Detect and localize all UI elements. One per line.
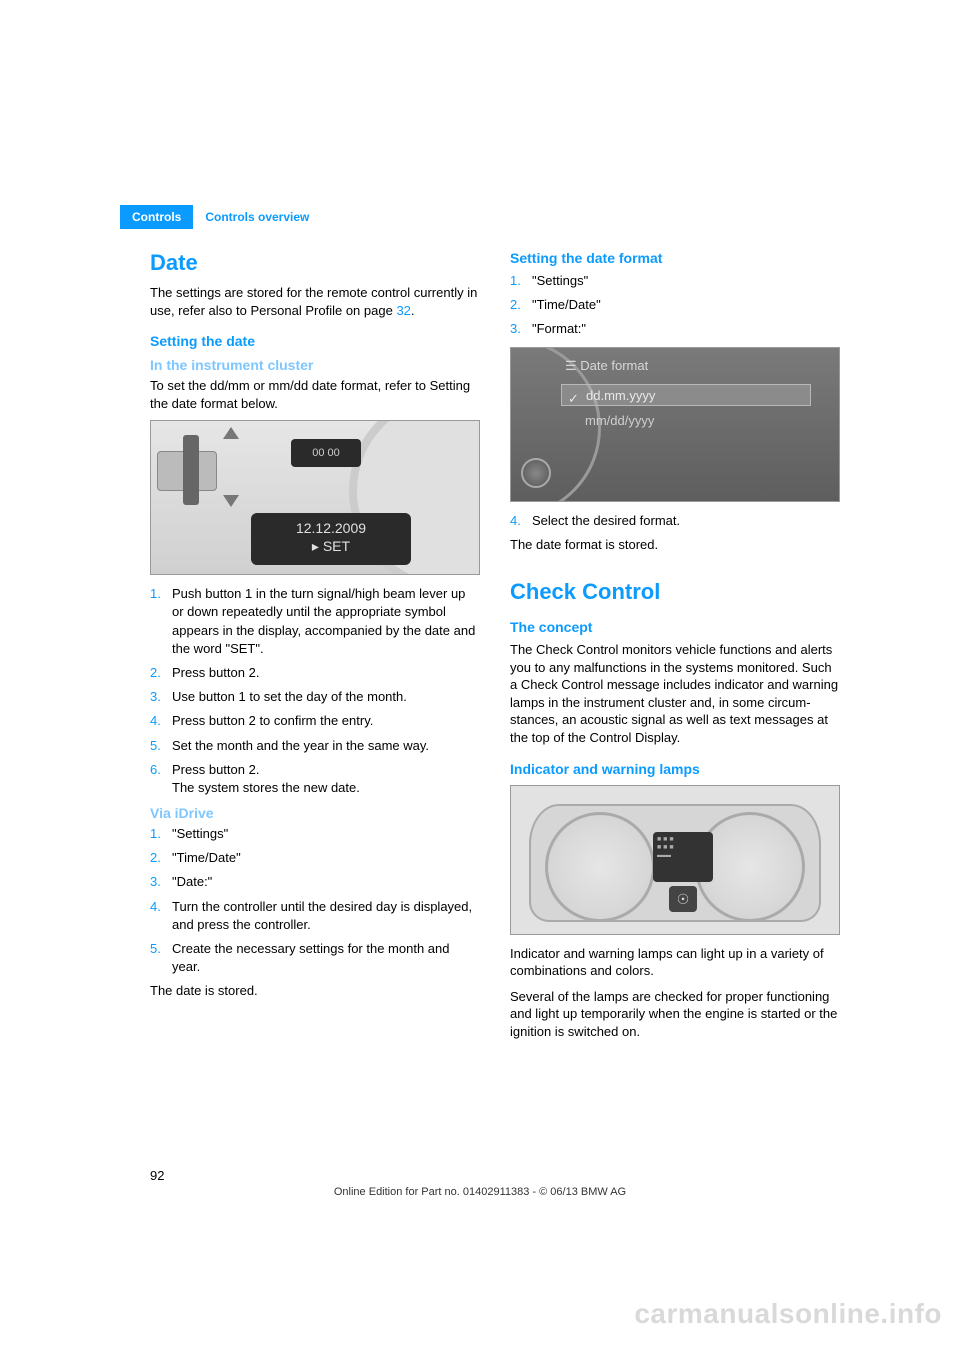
step-text: Use button 1 to set the day of the month…	[172, 688, 480, 706]
header-tab-inactive: Controls overview	[193, 205, 321, 229]
page-ref-32[interactable]: 32	[396, 303, 410, 318]
steps-idrive: 1."Settings" 2."Time/Date" 3."Date:" 4.T…	[150, 825, 480, 976]
heading-instrument-cluster: In the instrument cluster	[150, 357, 480, 373]
step-num: 1.	[150, 825, 172, 843]
step-num: 1.	[150, 585, 172, 658]
step-text: Press button 2. The system stores the ne…	[172, 761, 480, 797]
watermark: carmanualsonline.info	[634, 1298, 942, 1330]
dashboard-center-display: ■ ■ ■■ ■ ■▬▬	[653, 832, 713, 882]
step-num: 2.	[510, 296, 532, 314]
idrive-stored: The date is stored.	[150, 982, 480, 1000]
step-num: 4.	[150, 898, 172, 934]
footer-line: Online Edition for Part no. 01402911383 …	[0, 1186, 960, 1198]
step-num: 3.	[150, 688, 172, 706]
heading-indicator-lamps: Indicator and warning lamps	[510, 761, 840, 777]
step-text: Set the month and the year in the same w…	[172, 737, 480, 755]
step-num: 2.	[150, 849, 172, 867]
heading-date-format: Setting the date format	[510, 250, 840, 266]
check-icon: ✓	[568, 388, 579, 410]
heading-setting-date: Setting the date	[150, 333, 480, 349]
steps-format: 1."Settings" 2."Time/Date" 3."Format:"	[510, 272, 840, 339]
lamps-paragraph-1: Indicator and warning lamps can light up…	[510, 945, 840, 980]
intro-pre: The settings are stored for the remote c…	[150, 285, 477, 318]
header-tab-active: Controls	[120, 205, 193, 229]
step-num: 3.	[150, 873, 172, 891]
idrive-knob-icon	[521, 458, 551, 488]
cluster-set-text: ▸ SET	[251, 537, 411, 555]
step-text: Select the desired format.	[532, 512, 840, 530]
dashboard-dial-left-icon	[545, 812, 655, 922]
step-num: 4.	[510, 512, 532, 530]
figure-dashboard: ■ ■ ■■ ■ ■▬▬ ☉	[510, 785, 840, 935]
figure-instrument-cluster: 00 00 12.12.2009 ▸ SET	[150, 420, 480, 575]
steering-wheel-icon: ☉	[669, 886, 697, 912]
cluster-small-display: 00 00	[291, 439, 361, 467]
format-stored: The date format is stored.	[510, 536, 840, 554]
step-num: 4.	[150, 712, 172, 730]
right-column: Setting the date format 1."Settings" 2."…	[510, 250, 840, 1044]
steps-format-2: 4.Select the desired format.	[510, 512, 840, 530]
heading-date: Date	[150, 250, 480, 276]
intro-post: .	[411, 303, 415, 318]
idrive-option-other: mm/dd/yyyy	[561, 410, 811, 432]
step-text: Press button 2.	[172, 664, 480, 682]
cluster-date-text: 12.12.2009	[251, 519, 411, 537]
step-num: 5.	[150, 737, 172, 755]
arrow-up-icon	[223, 427, 239, 439]
step-num: 1.	[510, 272, 532, 290]
heading-check-control: Check Control	[510, 579, 840, 605]
heading-via-idrive: Via iDrive	[150, 805, 480, 821]
idrive-screen-title: ☰ Date format	[565, 358, 648, 374]
step-text: Press button 2 to confirm the entry.	[172, 712, 480, 730]
step-num: 2.	[150, 664, 172, 682]
left-column: Date The settings are stored for the rem…	[150, 250, 480, 1044]
idrive-option-selected-text: dd.mm.yyyy	[586, 388, 655, 403]
step-text: Turn the controller until the desired da…	[172, 898, 480, 934]
idrive-option-selected: ✓ dd.mm.yyyy	[561, 384, 811, 406]
step-text: "Settings"	[532, 272, 840, 290]
intro-paragraph: The settings are stored for the remote c…	[150, 284, 480, 319]
figure-idrive-screen: ☰ Date format ✓ dd.mm.yyyy mm/dd/yyyy	[510, 347, 840, 502]
menu-icon: ☰	[565, 358, 580, 373]
step-num: 5.	[150, 940, 172, 976]
instrument-paragraph: To set the dd/mm or mm/dd date format, r…	[150, 377, 480, 412]
cluster-lower-display: 12.12.2009 ▸ SET	[251, 513, 411, 565]
step-text: "Settings"	[172, 825, 480, 843]
arrow-down-icon	[223, 495, 239, 507]
step-num: 6.	[150, 761, 172, 797]
concept-paragraph: The Check Control monitors vehicle funct…	[510, 641, 840, 746]
step-num: 3.	[510, 320, 532, 338]
steps-cluster: 1.Push button 1 in the turn signal/high …	[150, 585, 480, 797]
idrive-title-text: Date format	[580, 358, 648, 373]
cluster-knob-icon	[183, 435, 199, 505]
step-text: Create the necessary settings for the mo…	[172, 940, 480, 976]
step-text: Push button 1 in the turn signal/high be…	[172, 585, 480, 658]
step-text: "Date:"	[172, 873, 480, 891]
dashboard-body-icon: ■ ■ ■■ ■ ■▬▬ ☉	[529, 804, 821, 922]
step-text: "Format:"	[532, 320, 840, 338]
lamps-paragraph-2: Several of the lamps are checked for pro…	[510, 988, 840, 1041]
page-number: 92	[150, 1168, 164, 1183]
step-text: "Time/Date"	[532, 296, 840, 314]
heading-concept: The concept	[510, 619, 840, 635]
step-text: "Time/Date"	[172, 849, 480, 867]
